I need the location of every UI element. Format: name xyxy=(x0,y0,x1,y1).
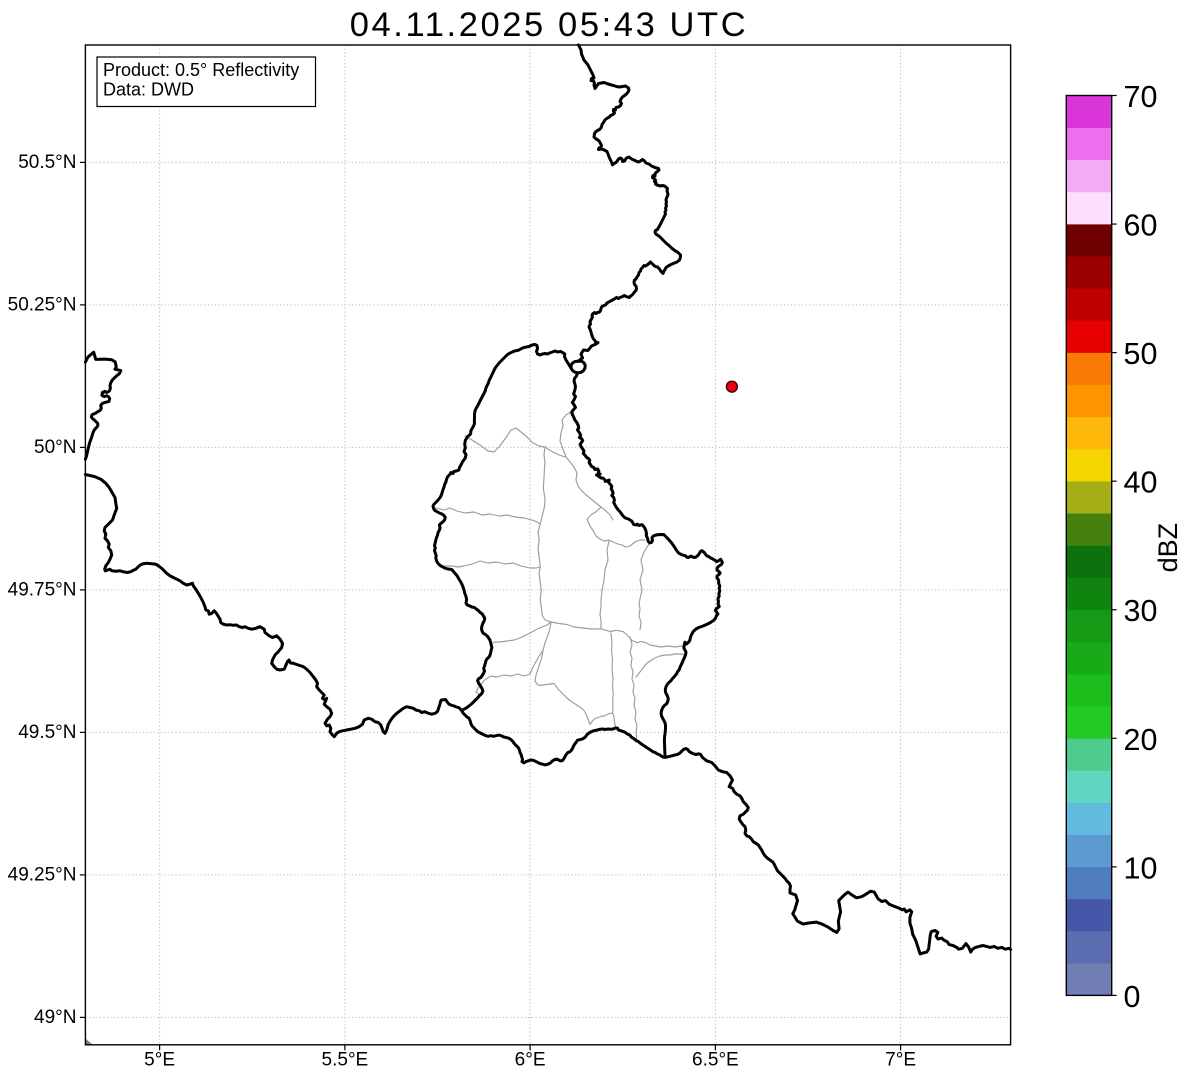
svg-text:10: 10 xyxy=(1124,851,1158,885)
svg-text:5°E: 5°E xyxy=(144,1050,175,1071)
svg-text:20: 20 xyxy=(1124,723,1158,757)
svg-text:04.11.2025 05:43 UTC: 04.11.2025 05:43 UTC xyxy=(350,6,749,44)
svg-text:6°E: 6°E xyxy=(515,1050,546,1071)
svg-text:40: 40 xyxy=(1124,466,1158,500)
svg-text:0: 0 xyxy=(1124,980,1141,1014)
svg-text:5.5°E: 5.5°E xyxy=(322,1050,369,1071)
svg-text:30: 30 xyxy=(1124,594,1158,628)
svg-text:6.5°E: 6.5°E xyxy=(692,1050,739,1071)
svg-text:50°N: 50°N xyxy=(34,437,76,458)
svg-text:dBZ: dBZ xyxy=(1153,523,1183,573)
svg-text:70: 70 xyxy=(1124,80,1158,114)
svg-text:49.75°N: 49.75°N xyxy=(8,580,77,601)
svg-text:50: 50 xyxy=(1124,337,1158,371)
svg-text:50.25°N: 50.25°N xyxy=(8,295,77,316)
svg-text:7°E: 7°E xyxy=(885,1050,916,1071)
svg-text:49.25°N: 49.25°N xyxy=(8,865,77,886)
svg-text:50.5°N: 50.5°N xyxy=(18,152,76,173)
svg-text:49°N: 49°N xyxy=(34,1007,76,1028)
svg-text:49.5°N: 49.5°N xyxy=(18,722,76,743)
svg-text:Data: DWD: Data: DWD xyxy=(103,80,194,100)
svg-text:Product: 0.5° Reflectivity: Product: 0.5° Reflectivity xyxy=(103,60,299,80)
svg-text:60: 60 xyxy=(1124,209,1158,243)
